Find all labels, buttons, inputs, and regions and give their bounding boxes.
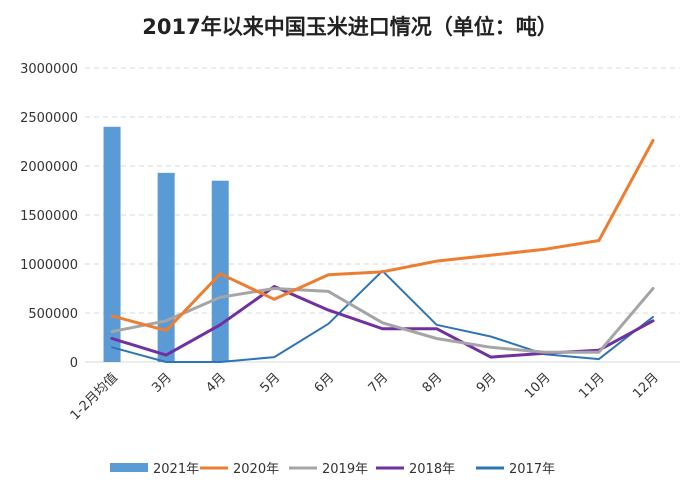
legend-item: 2020年 bbox=[200, 462, 279, 477]
x-tick-label: 9月 bbox=[474, 370, 500, 396]
x-tick-label: 8月 bbox=[420, 370, 446, 396]
legend-label: 2020年 bbox=[233, 462, 279, 477]
chart-title: 2017年以来中国玉米进口情况（单位：吨） bbox=[142, 15, 557, 39]
y-tick-label: 1500000 bbox=[20, 209, 78, 224]
series-line-2019年 bbox=[110, 287, 655, 354]
y-axis-ticks: 0 500000 1000000 1500000 2000000 2500000 30000… bbox=[20, 62, 78, 371]
x-tick-label: 1-2月均值 bbox=[67, 370, 121, 424]
line-layer bbox=[110, 139, 655, 363]
legend-item: 2021年 bbox=[110, 462, 199, 477]
legend-label: 2018年 bbox=[409, 462, 455, 477]
y-tick-label: 2500000 bbox=[20, 111, 78, 126]
legend: 2021年 2020年 2019年 2018年 2017年 bbox=[110, 462, 555, 477]
bar-layer bbox=[103, 126, 229, 362]
y-tick-label: 0 bbox=[70, 356, 78, 371]
y-tick-label: 500000 bbox=[28, 307, 78, 322]
bar-2021年 bbox=[157, 172, 175, 362]
x-tick-label: 12月 bbox=[630, 370, 661, 401]
legend-item: 2017年 bbox=[476, 462, 555, 477]
series-line-2017年 bbox=[111, 269, 654, 363]
legend-label: 2019年 bbox=[322, 462, 368, 477]
y-tick-label: 1000000 bbox=[20, 258, 78, 273]
x-tick-label: 10月 bbox=[522, 370, 553, 401]
x-tick-label: 7月 bbox=[366, 370, 392, 396]
x-axis-ticks: 1-2月均值 3月 4月 5月 6月 7月 8月 9月 10月 11月 12月 bbox=[67, 370, 662, 424]
legend-label: 2021年 bbox=[153, 462, 199, 477]
legend-item: 2018年 bbox=[376, 462, 455, 477]
series-line-2020年 bbox=[110, 139, 655, 333]
bar-2021年 bbox=[211, 180, 229, 362]
x-tick-label: 4月 bbox=[203, 370, 229, 396]
legend-swatch bbox=[110, 463, 148, 472]
y-tick-label: 3000000 bbox=[20, 62, 78, 77]
legend-label: 2017年 bbox=[509, 462, 555, 477]
legend-item: 2019年 bbox=[289, 462, 368, 477]
x-tick-label: 3月 bbox=[149, 370, 175, 396]
y-tick-label: 2000000 bbox=[20, 160, 78, 175]
bar-2021年 bbox=[103, 126, 121, 362]
x-tick-label: 11月 bbox=[576, 370, 607, 401]
x-tick-label: 6月 bbox=[312, 370, 338, 396]
x-tick-label: 5月 bbox=[257, 370, 283, 396]
